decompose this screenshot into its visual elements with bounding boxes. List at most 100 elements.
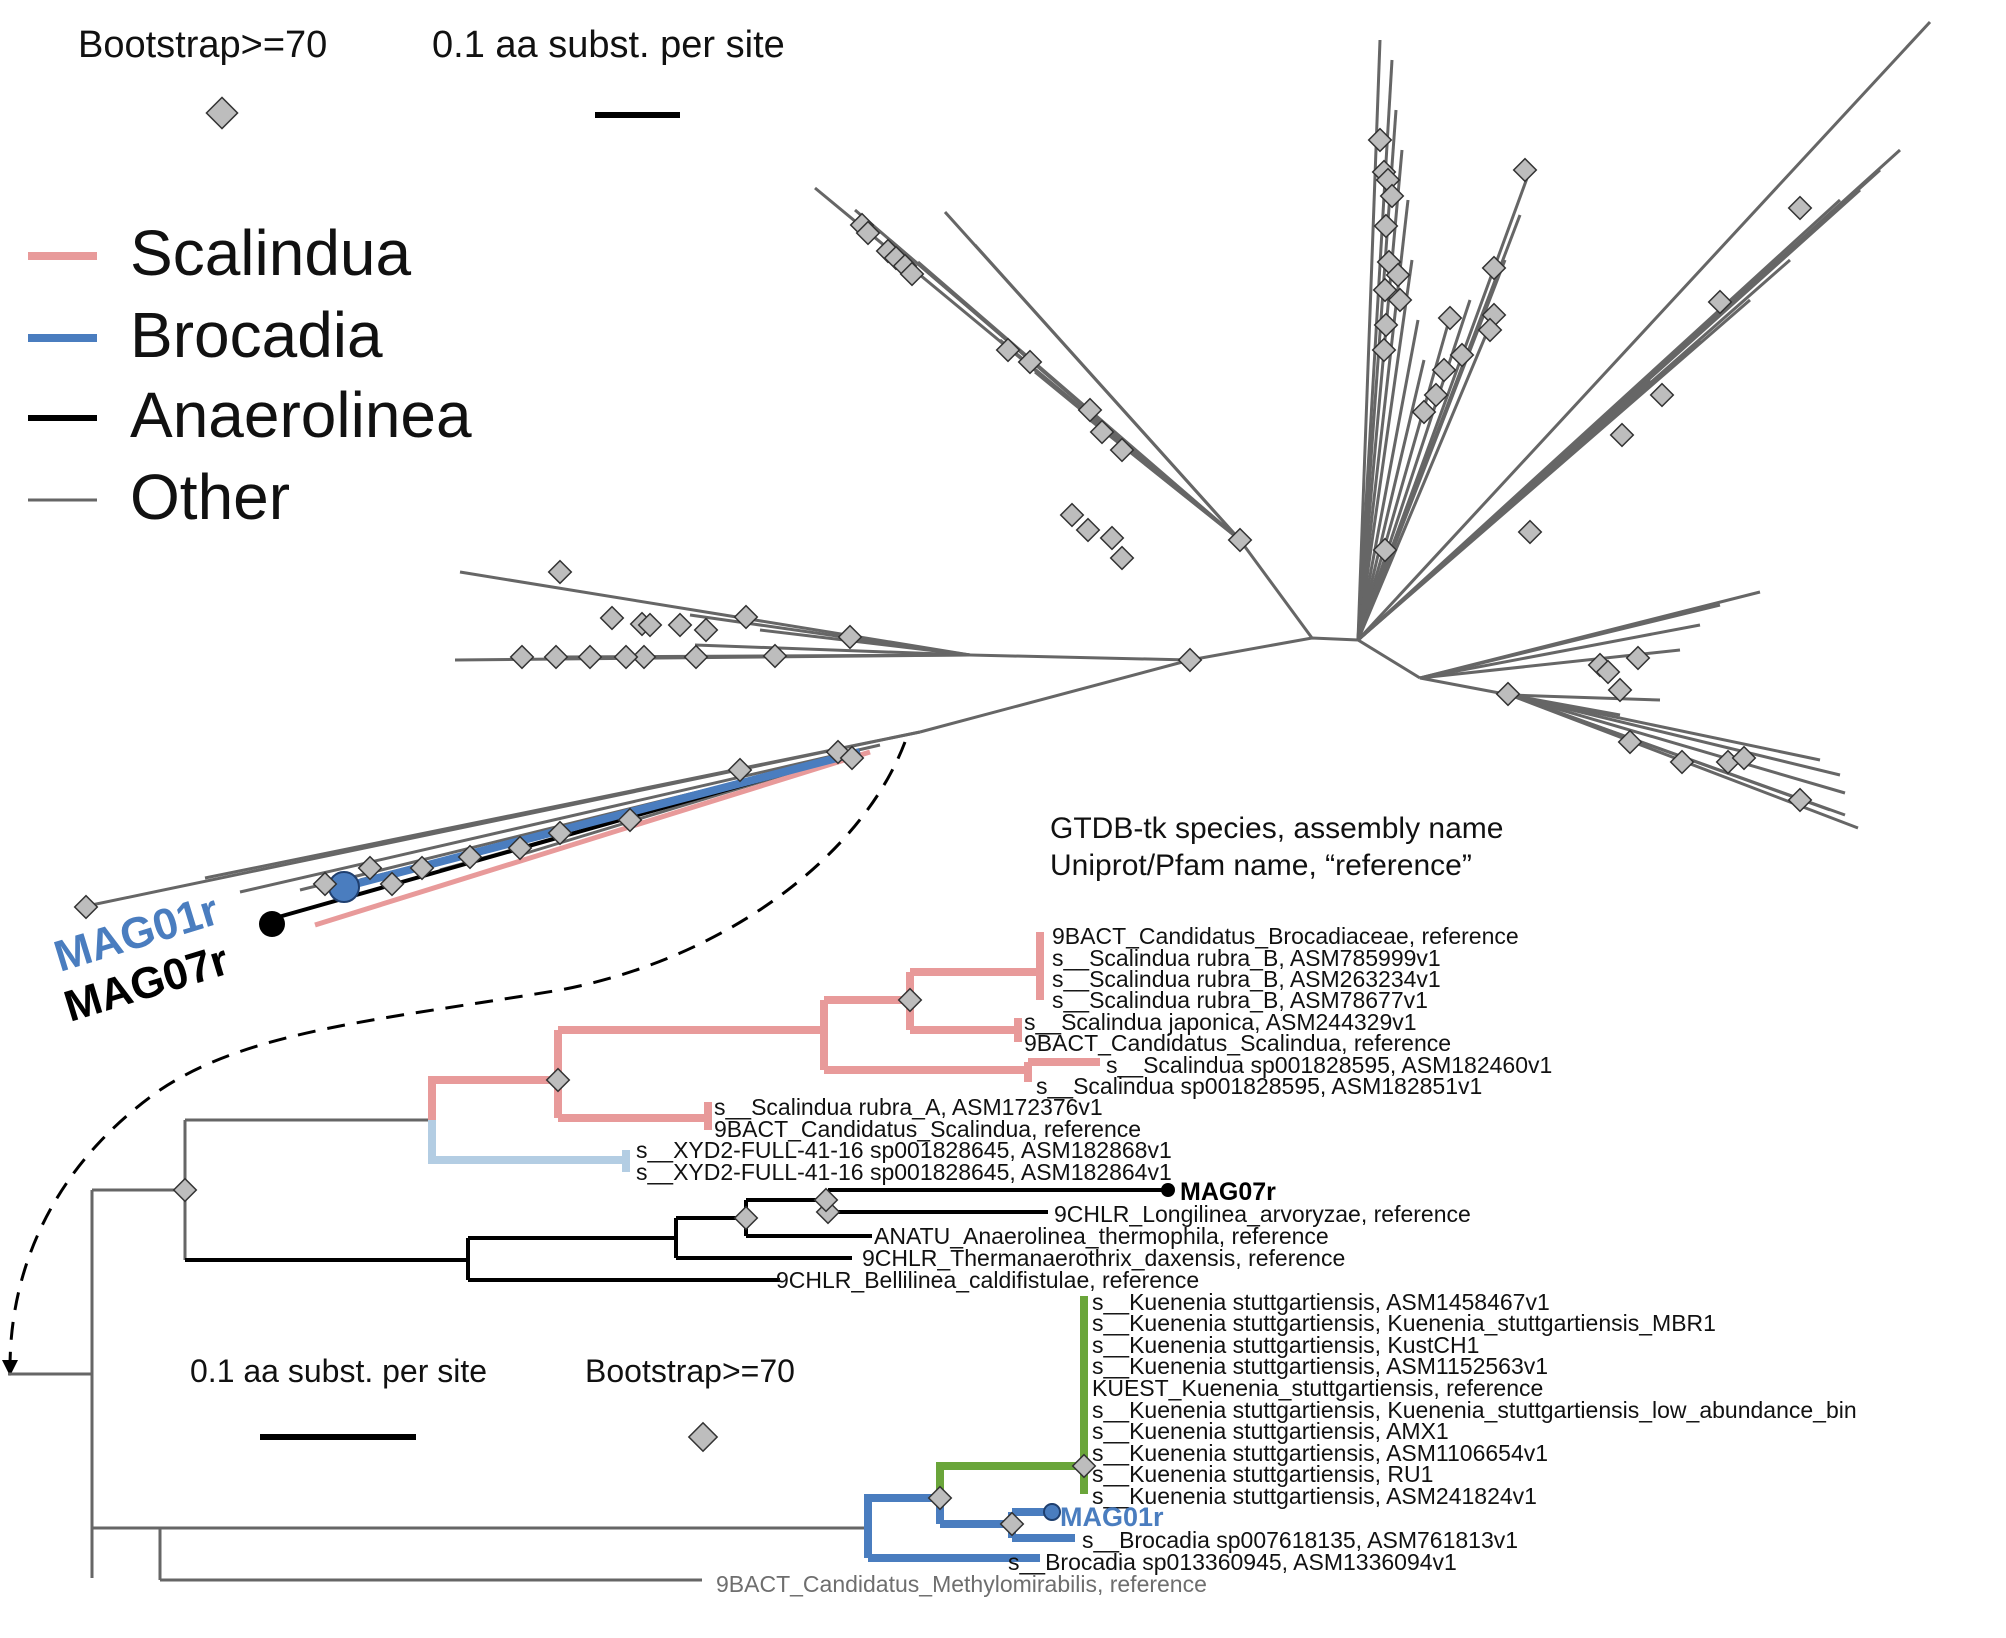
rooted-header-line2: Uniprot/Pfam name, “reference” — [1050, 849, 1472, 882]
rooted-bootstrap-diamonds — [172, 987, 1097, 1537]
bootstrap-diamond — [1477, 317, 1503, 343]
legend-label-anaerolinea: Anaerolinea — [130, 379, 472, 451]
bootstrap-diamond — [1077, 397, 1103, 423]
bootstrap-diamond — [617, 807, 643, 833]
bootstrap-diamond — [637, 612, 663, 638]
bootstrap-diamond — [1607, 677, 1633, 703]
bootstrap-diamond — [1059, 502, 1085, 528]
rooted-tree — [8, 932, 1175, 1582]
bootstrap-diamond — [999, 1511, 1025, 1537]
rooted-scalindua-clade — [428, 932, 1100, 1130]
tip-label: 9BACT_Candidatus_Methylomirabilis, refer… — [716, 1571, 1207, 1597]
rooted-scale-label: 0.1 aa subst. per site — [190, 1353, 487, 1389]
tip-label: s__Scalindua sp001828595, ASM182460v1 — [1106, 1052, 1552, 1078]
bootstrap-diamond — [1367, 127, 1393, 153]
rooted-tip-labels: 9BACT_Candidatus_Brocadiaceae, reference… — [636, 923, 1857, 1597]
tip-label: s__Scalindua rubra_B, ASM785999v1 — [1052, 945, 1441, 971]
bootstrap-diamond — [73, 894, 99, 920]
unrooted-scale-label: 0.1 aa subst. per site — [432, 24, 785, 66]
rooted-mag01r-node — [1043, 1503, 1061, 1521]
tip-label: s__Scalindua rubra_B, ASM263234v1 — [1052, 966, 1441, 992]
bootstrap-diamond — [1512, 157, 1538, 183]
tip-label: s__Brocadia sp007618135, ASM761813v1 — [1082, 1527, 1518, 1553]
tip-label: s__Scalindua sp001828595, ASM182851v1 — [1036, 1073, 1482, 1099]
tip-label: s__Scalindua rubra_B, ASM78677v1 — [1052, 987, 1428, 1013]
unrooted-key: Bootstrap>=70 0.1 aa subst. per site — [78, 24, 785, 130]
bootstrap-diamond — [1385, 262, 1411, 288]
bootstrap-diamond — [855, 220, 881, 246]
bootstrap-diamond — [1787, 787, 1813, 813]
backbone-to-anammox — [919, 658, 1191, 734]
bootstrap-diamond — [1075, 517, 1101, 543]
bootstrap-diamond — [733, 604, 759, 630]
bootstrap-diamond — [1617, 729, 1643, 755]
bootstrap-diamond — [1423, 382, 1449, 408]
tip-label-mag07r: MAG07r — [1180, 1178, 1276, 1206]
anammox-clade — [81, 730, 921, 937]
tip-label: s__Kuenenia stuttgartiensis, KustCH1 — [1092, 1332, 1479, 1358]
rooted-xyd2-clade — [428, 1120, 630, 1172]
bootstrap-diamond — [995, 337, 1021, 363]
unrooted-tree: MAG01r MAG07r — [49, 20, 1932, 1032]
unrooted-bootstrap-diamond — [205, 96, 239, 130]
bootstrap-diamond — [547, 820, 573, 846]
rooted-bootstrap-diamond — [687, 1421, 719, 1453]
bootstrap-diamond — [762, 643, 788, 669]
bootstrap-diamond — [577, 644, 603, 670]
tip-label-mag01r: MAG01r — [1060, 1502, 1164, 1532]
tip-label: 9BACT_Candidatus_Brocadiaceae, reference — [1052, 923, 1519, 949]
bootstrap-diamond — [1707, 289, 1733, 315]
bootstrap-diamond — [599, 605, 625, 631]
tip-label: s__Kuenenia stuttgartiensis, ASM1152563v… — [1092, 1353, 1548, 1379]
tip-label: 9BACT_Candidatus_Scalindua, reference — [1024, 1030, 1451, 1056]
bootstrap-diamond — [545, 1067, 571, 1093]
bootstrap-diamond — [1071, 1453, 1097, 1479]
zoom-connector-arrow — [8, 741, 907, 1369]
rooted-mag07r-node — [1161, 1183, 1175, 1197]
tip-label: s__Kuenenia stuttgartiensis, Kuenenia_st… — [1092, 1397, 1857, 1423]
bootstrap-diamond — [1099, 525, 1125, 551]
bootstrap-diamond — [1109, 437, 1135, 463]
legend-label-brocadia: Brocadia — [130, 299, 383, 371]
bootstrap-diamond — [509, 644, 535, 670]
bootstrap-diamond — [1595, 659, 1621, 685]
bootstrap-diamond — [631, 644, 657, 670]
bootstrap-diamond — [927, 1485, 953, 1511]
bootstrap-diamond — [409, 855, 435, 881]
bootstrap-diamond — [1649, 382, 1675, 408]
legend-label-other: Other — [130, 461, 290, 533]
unrooted-bootstrap-label: Bootstrap>=70 — [78, 24, 327, 66]
unrooted-scalindua-branch — [314, 749, 871, 928]
fan-clade-upper-right — [1356, 20, 1932, 642]
tip-label: KUEST_Kuenenia_stuttgartiensis, referenc… — [1092, 1375, 1543, 1401]
tip-label: s__Brocadia sp013360945, ASM1336094v1 — [1008, 1549, 1457, 1575]
tip-label: s__Kuenenia stuttgartiensis, AMX1 — [1092, 1418, 1449, 1444]
tip-label: 9CHLR_Longilinea_arvoryzae, reference — [1054, 1201, 1471, 1227]
bootstrap-diamond — [1227, 527, 1253, 553]
bootstrap-diamond — [1373, 213, 1399, 239]
rooted-anaerolinea-clade — [185, 1183, 1175, 1282]
bootstrap-diamond — [813, 1187, 839, 1213]
bootstrap-diamond — [1379, 183, 1405, 209]
bootstrap-diamond — [1481, 255, 1507, 281]
legend-label-scalindua: Scalindua — [130, 217, 412, 289]
tip-label: 9CHLR_Thermanaerothrix_daxensis, referen… — [862, 1245, 1345, 1271]
bootstrap-diamond — [837, 624, 863, 650]
bootstrap-diamond — [1731, 745, 1757, 771]
bootstrap-diamond — [507, 835, 533, 861]
bootstrap-diamond — [1787, 195, 1813, 221]
bootstrap-diamond — [733, 1205, 759, 1231]
fan-clade-lower-right — [1419, 590, 1859, 830]
bootstrap-diamond — [897, 987, 923, 1013]
bootstrap-diamond — [1372, 277, 1398, 303]
bootstrap-diamond — [899, 261, 925, 287]
unrooted-backbone — [1189, 636, 1421, 680]
bootstrap-diamond — [839, 745, 865, 771]
bootstrap-diamond — [1109, 545, 1135, 571]
unrooted-bootstrap-diamonds — [73, 127, 1813, 920]
bootstrap-diamond — [1437, 305, 1463, 331]
bootstrap-diamond — [727, 757, 753, 783]
tip-label: s__XYD2-FULL-41-16 sp001828645, ASM18286… — [636, 1137, 1172, 1163]
bootstrap-diamond — [1517, 519, 1543, 545]
